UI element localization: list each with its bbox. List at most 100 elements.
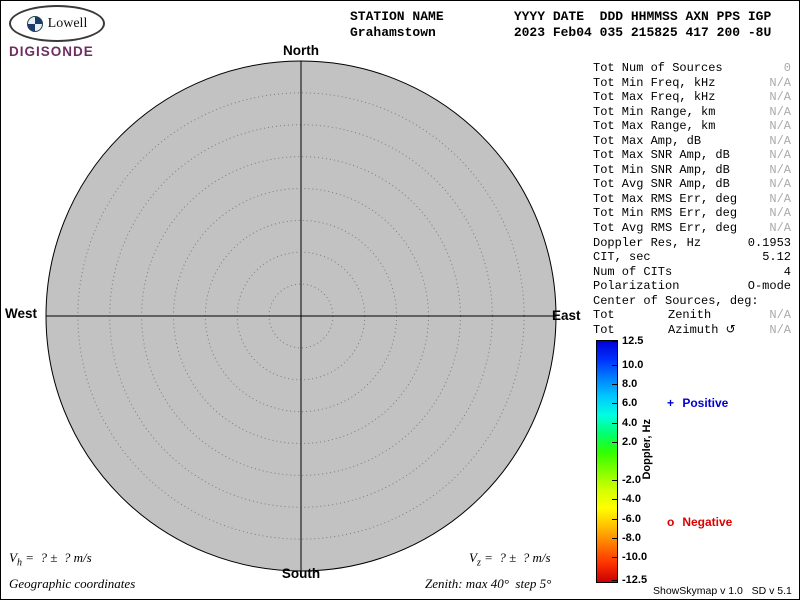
stat-value: N/A <box>769 308 791 323</box>
header-column-titles: STATION NAME YYYY DATE DDD HHMMSS AXN PP… <box>350 9 772 24</box>
circle-marker-icon: o <box>667 515 675 529</box>
colorbar-tick-label: 4.0 <box>622 417 638 429</box>
vh-symbol: V <box>9 550 17 565</box>
stat-value: 0 <box>783 61 791 75</box>
stat-value: N/A <box>769 206 791 221</box>
stat-row: Tot Max RMS Err, deg N/A <box>593 192 791 207</box>
skymap-plot <box>45 60 557 572</box>
compass-east-label: East <box>552 308 581 323</box>
vz-symbol: V <box>469 550 477 565</box>
colorbar-tick-label: -10.0 <box>622 551 648 563</box>
stat-value: N/A <box>769 148 791 163</box>
vz-subscript: z <box>476 557 481 569</box>
zenith-range-note: Zenith: max 40° step 5° <box>425 576 552 591</box>
statistics-panel: Tot Num of Sources 0 Tot Min Freq, kHz N/A… <box>593 61 791 337</box>
vertical-velocity-value: Vz = ? ± ? m/s <box>469 550 551 569</box>
stat-value: N/A <box>769 177 791 192</box>
header-station-values: Grahamstown 2023 Feb04 035 215825 417 20… <box>350 25 772 40</box>
stat-row: Polarization O-mode <box>593 279 791 294</box>
stat-label: Tot <box>593 322 615 337</box>
stat-row: Tot Min RMS Err, deg N/A <box>593 206 791 221</box>
vz-equation: = ? ± ? m/s <box>480 550 551 565</box>
stat-value: N/A <box>769 90 791 105</box>
stat-row: CIT, sec 5.12 <box>593 250 791 265</box>
software-version: ShowSkymap v 1.0 SD v 5.1 <box>653 585 792 597</box>
stat-sublabel: Zenith <box>668 308 712 323</box>
colorbar-tick-label: -4.0 <box>622 493 641 505</box>
stat-row: Num of CITs 4 <box>593 265 791 280</box>
stat-label: CIT, sec <box>593 250 651 265</box>
compass-west-label: West <box>5 306 38 321</box>
stat-value: 0.1953 <box>747 235 791 250</box>
positive-doppler-legend: + Positive <box>667 396 728 410</box>
stat-value: N/A <box>769 75 791 90</box>
stat-row: Tot Max Amp, dB N/A <box>593 134 791 149</box>
logo-oval: Lowell <box>9 5 105 42</box>
globe-icon <box>26 15 43 32</box>
stat-sublabel: Azimuth ↺ <box>668 322 736 337</box>
stat-label: Tot Max Range, km <box>593 119 716 134</box>
stat-row: Tot Min Freq, kHz N/A <box>593 76 791 91</box>
stat-value: 5.12 <box>762 250 791 265</box>
stat-row: Tot Num of Sources 0 <box>593 61 791 76</box>
lowell-digisonde-logo: Lowell DIGISONDE <box>9 5 105 59</box>
logo-brand: Lowell <box>47 15 88 31</box>
stat-value: N/A <box>769 119 791 134</box>
stat-row: Tot Azimuth ↺ N/A <box>593 323 791 338</box>
positive-label: Positive <box>679 396 729 410</box>
stat-label: Tot Max Amp, dB <box>593 133 702 148</box>
stat-row: Doppler Res, Hz 0.1953 <box>593 236 791 251</box>
stat-row: Tot Avg SNR Amp, dB N/A <box>593 177 791 192</box>
stat-label: Tot Min SNR Amp, dB <box>593 162 730 177</box>
stat-row: Tot Zenith N/A <box>593 308 791 323</box>
stat-row: Tot Max Range, km N/A <box>593 119 791 134</box>
stat-row: Tot Max SNR Amp, dB N/A <box>593 148 791 163</box>
stat-value: 4 <box>783 264 791 279</box>
stat-row: Tot Min SNR Amp, dB N/A <box>593 163 791 178</box>
colorbar-tick-label: 8.0 <box>622 378 638 390</box>
stat-label: Tot Num of Sources <box>593 61 723 75</box>
stat-value: N/A <box>769 191 791 206</box>
colorbar-tick-label: -6.0 <box>622 513 641 525</box>
colorbar-tick-label: 6.0 <box>622 397 638 409</box>
stat-row: Tot Min Range, km N/A <box>593 105 791 120</box>
stat-label: Tot Avg RMS Err, deg <box>593 221 738 236</box>
doppler-colorbar <box>596 340 618 583</box>
stat-label: Polarization <box>593 279 680 294</box>
colorbar-tick-label: 12.5 <box>622 335 644 347</box>
stat-value: N/A <box>769 133 791 148</box>
stat-label: Tot Max Freq, kHz <box>593 90 716 105</box>
vh-subscript: h <box>16 557 22 569</box>
plus-marker-icon: + <box>667 396 675 410</box>
colorbar-axis-label: Doppler, Hz <box>641 419 653 480</box>
stat-value: N/A <box>769 221 791 236</box>
stat-label: Tot Min RMS Err, deg <box>593 206 738 221</box>
coordinate-system-note: Geographic coordinates <box>9 576 136 591</box>
doppler-colorbar-group: 12.5 10.0 8.0 6.0 4.0 2.0 -2.0 -4.0 -6.0… <box>596 335 796 586</box>
horizontal-velocity-value: Vh = ? ± ? m/s <box>9 550 92 569</box>
stat-label: Tot <box>593 308 615 323</box>
stat-label: Tot Max SNR Amp, dB <box>593 148 730 163</box>
colorbar-tick-label: 2.0 <box>622 436 638 448</box>
stat-label: Tot Avg SNR Amp, dB <box>593 177 730 192</box>
stat-row: Tot Avg RMS Err, deg N/A <box>593 221 791 236</box>
stat-row: Center of Sources, deg: <box>593 294 791 309</box>
stat-value: O-mode <box>747 279 791 294</box>
stat-label: Tot Max RMS Err, deg <box>593 191 738 206</box>
colorbar-tick-label: -8.0 <box>622 532 641 544</box>
stat-value: N/A <box>769 162 791 177</box>
stat-value: N/A <box>769 104 791 119</box>
negative-doppler-legend: o Negative <box>667 515 732 529</box>
stat-row: Tot Max Freq, kHz N/A <box>593 90 791 105</box>
colorbar-tick-label: -12.5 <box>622 574 648 586</box>
stat-value: N/A <box>769 322 791 337</box>
stat-label: Center of Sources, deg: <box>593 293 759 308</box>
stat-label: Doppler Res, Hz <box>593 235 702 250</box>
stat-label: Tot Min Range, km <box>593 104 716 119</box>
compass-south-label: South <box>281 566 321 581</box>
logo-product: DIGISONDE <box>9 44 94 59</box>
colorbar-tick-label: -2.0 <box>622 474 641 486</box>
compass-north-label: North <box>283 43 319 58</box>
vh-equation: = ? ± ? m/s <box>21 550 92 565</box>
